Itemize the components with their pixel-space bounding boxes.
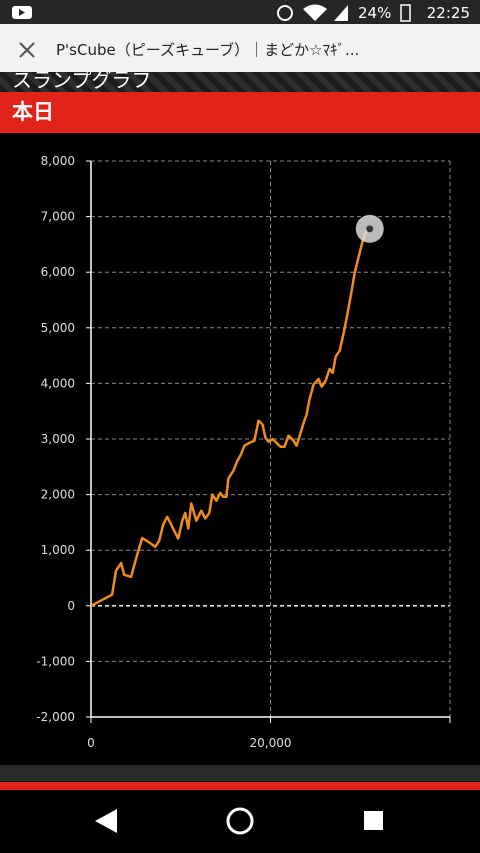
browser-bar-content: P'sCube（ピーズキューブ）｜まどか☆ﾏｷﾞ... [19, 41, 359, 59]
home-button[interactable] [226, 807, 254, 835]
y-tick-label: 6,000 [41, 265, 75, 279]
y-tick-label: 7,000 [41, 210, 75, 224]
battery-percent: 24% [358, 4, 391, 22]
x-tick-label: 20,000 [250, 736, 292, 750]
x-tick-label: 0 [87, 736, 95, 750]
y-tick-label: 1,000 [41, 543, 75, 557]
section-header: スランプグラフ [0, 72, 480, 92]
app-icon-play [19, 9, 25, 16]
status-icons: 24% 22:25 [12, 4, 470, 22]
battery-icon [400, 4, 411, 22]
pattern-strip [0, 765, 480, 781]
y-tick-label: 4,000 [41, 376, 75, 390]
back-button[interactable] [95, 809, 117, 833]
nav-bar [0, 790, 480, 853]
red-strip [0, 782, 480, 790]
y-tick-label: 0 [67, 599, 75, 613]
alarm-icon [277, 5, 293, 21]
recents-button[interactable] [364, 811, 383, 830]
status-bar: 24% 22:25 [0, 0, 480, 24]
wifi-icon [303, 4, 327, 21]
section-title: スランプグラフ [12, 72, 152, 92]
y-tick-label: 3,000 [41, 432, 75, 446]
data-line [90, 227, 371, 607]
y-tick-label: -2,000 [36, 710, 75, 724]
y-tick-label: 5,000 [41, 321, 75, 335]
end-point [366, 225, 374, 233]
browser-bar: P'sCube（ピーズキューブ）｜まどか☆ﾏｷﾞ... [0, 24, 480, 72]
y-tick-label: -1,000 [36, 654, 75, 668]
tab-title: 本日 [12, 100, 54, 124]
chart: -2,000 -1,000 0 1,000 2,000 3,000 4,000 5,000 6,… [0, 154, 480, 853]
page-title: P'sCube（ピーズキューブ）｜まどか☆ﾏｷﾞ... [56, 41, 359, 59]
close-button[interactable] [19, 42, 35, 58]
clock: 22:25 [427, 4, 470, 22]
signal-icon [334, 5, 348, 21]
y-tick-label: 2,000 [41, 488, 75, 502]
tab-bar: 本日 [0, 92, 480, 133]
y-tick-label: 8,000 [41, 154, 75, 168]
